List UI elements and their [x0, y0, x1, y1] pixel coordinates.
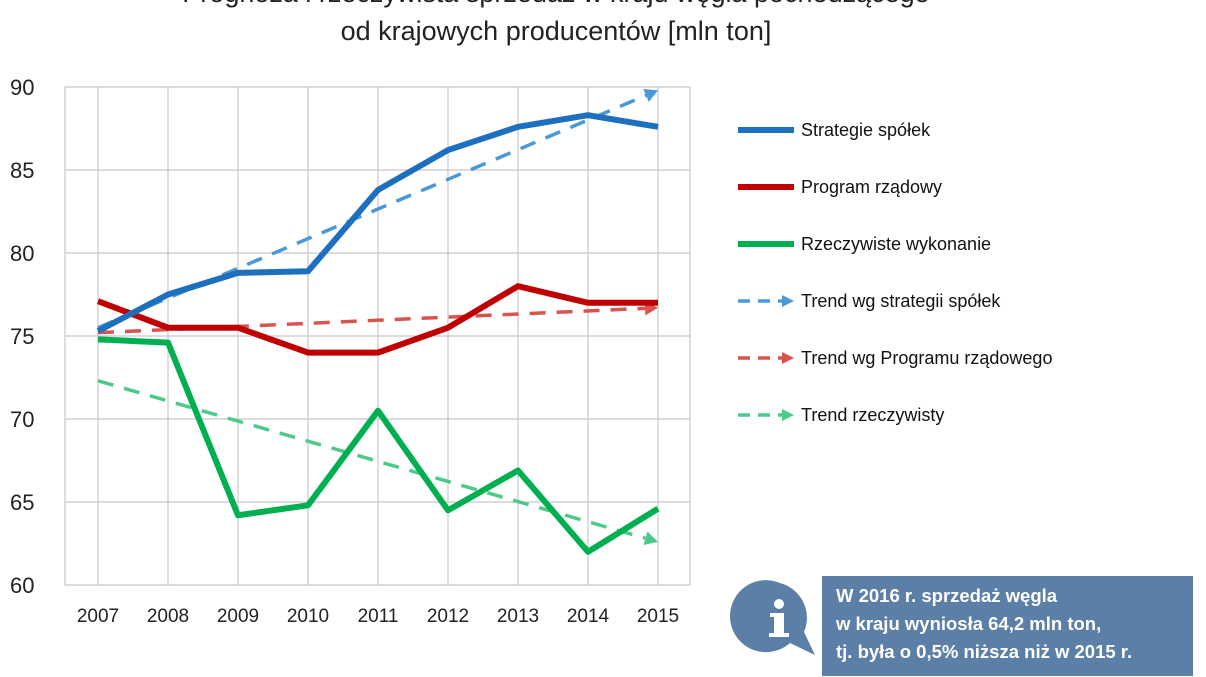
trend-arrowhead-3 — [643, 88, 658, 102]
info-line-3: tj. była o 0,5% niższa niż w 2015 r. — [836, 641, 1133, 662]
y-tick-label: 65 — [10, 490, 34, 515]
x-tick-label: 2008 — [147, 606, 189, 627]
x-tick-label: 2015 — [637, 606, 679, 627]
x-tick-label: 2011 — [358, 606, 399, 627]
legend: Strategie spółek Program rządowy Rzeczywis… — [738, 120, 1052, 425]
y-tick-label: 60 — [10, 573, 34, 598]
trend-line-3 — [97, 93, 647, 330]
series-line-0 — [96, 112, 659, 334]
y-tick-label: 75 — [10, 324, 34, 349]
info-line-2: w kraju wyniosła 64,2 mln ton, — [836, 613, 1102, 634]
chart-title-line-1: Prognoza i rzeczywista sprzedaż w kraju … — [182, 0, 929, 8]
legend-label-1: Program rządowy — [801, 177, 942, 197]
legend-label-5: Trend rzeczywisty — [801, 405, 944, 425]
y-tick-label: 90 — [10, 75, 34, 100]
legend-item-1: Program rządowy — [738, 177, 942, 197]
legend-label-0: Strategie spółek — [801, 120, 931, 140]
y-tick-label: 80 — [10, 241, 34, 266]
legend-item-5: Trend rzeczywisty — [738, 405, 944, 425]
y-axis-ticks: 60 65 70 75 80 85 90 — [10, 75, 34, 598]
series-line-2 — [97, 336, 660, 555]
trend-line-5 — [97, 379, 646, 540]
x-tick-label: 2014 — [567, 606, 610, 627]
trend-arrowhead-5 — [643, 531, 658, 545]
legend-label-2: Rzeczywiste wykonanie — [801, 234, 991, 254]
x-tick-label: 2013 — [497, 606, 539, 627]
x-tick-label: 2012 — [427, 606, 469, 627]
x-axis-ticks: 2007 2008 2009 2010 2011 2012 2013 2014 2015 — [77, 606, 679, 627]
grid — [64, 86, 691, 586]
chart-title: Prognoza i rzeczywista sprzedaż w kraju … — [182, 0, 929, 46]
series-line-1 — [96, 283, 658, 356]
legend-item-2: Rzeczywiste wykonanie — [738, 234, 991, 254]
legend-arrowhead-3 — [782, 295, 794, 307]
info-box: W 2016 r. sprzedaż węgla w kraju wyniosł… — [822, 576, 1193, 676]
y-tick-label: 70 — [10, 407, 34, 432]
chart-title-line-2: od krajowych producentów [mln ton] — [341, 16, 772, 46]
legend-label-4: Trend wg Programu rządowego — [801, 348, 1052, 368]
x-tick-label: 2007 — [77, 606, 119, 627]
series-lines — [96, 88, 660, 555]
info-speech-bubble-icon — [730, 580, 815, 655]
legend-label-3: Trend wg strategii spółek — [801, 291, 1001, 311]
legend-item-0: Strategie spółek — [738, 120, 931, 140]
legend-arrowhead-5 — [782, 409, 794, 421]
legend-item-3: Trend wg strategii spółek — [738, 291, 1001, 311]
legend-arrowhead-4 — [782, 352, 794, 364]
x-tick-label: 2009 — [217, 606, 259, 627]
y-tick-label: 85 — [10, 158, 34, 183]
info-line-1: W 2016 r. sprzedaż węgla — [836, 585, 1058, 606]
legend-item-4: Trend wg Programu rządowego — [738, 348, 1052, 368]
x-tick-label: 2010 — [287, 606, 329, 627]
